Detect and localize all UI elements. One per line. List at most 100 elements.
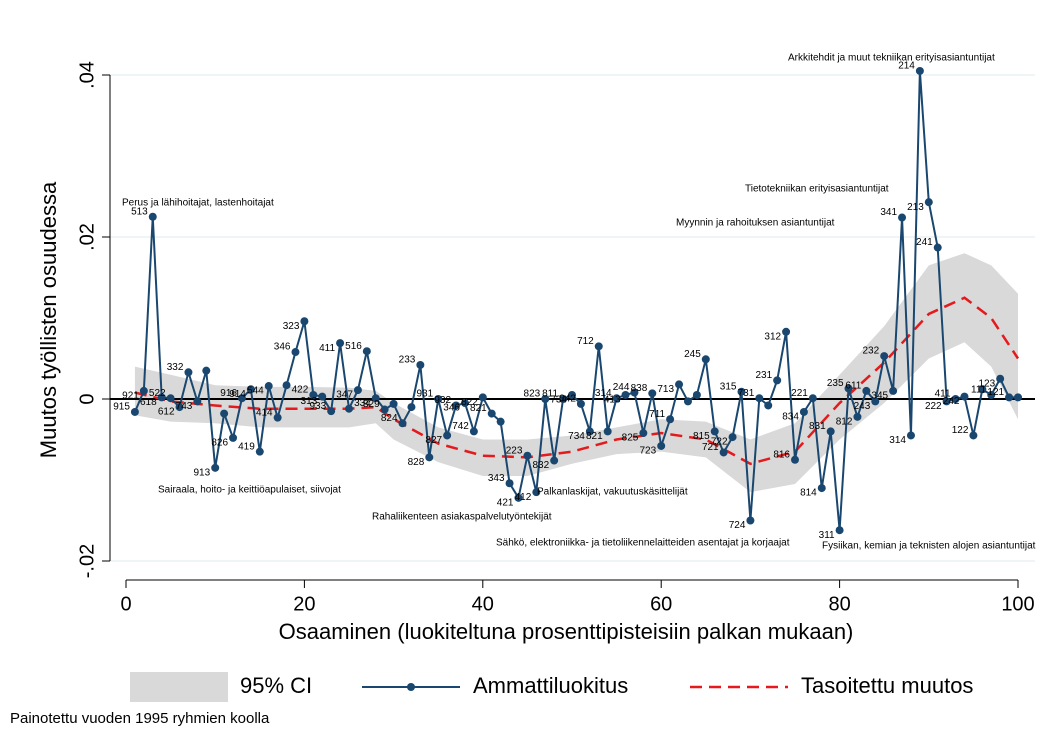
data-point	[273, 413, 282, 422]
data-point	[532, 488, 541, 497]
point-label: 734	[568, 431, 585, 442]
point-label: 323	[283, 321, 300, 332]
point-label: 834	[782, 412, 799, 423]
data-point	[915, 66, 924, 75]
point-label: 213	[907, 202, 924, 213]
y-axis-label: Muutos työllisten osuudessa	[36, 181, 61, 458]
data-point	[782, 327, 791, 336]
point-label: 245	[684, 349, 701, 360]
data-point	[452, 401, 461, 410]
point-label: 313	[301, 396, 318, 407]
data-point	[692, 390, 701, 399]
annotation: Myynnin ja rahoituksen asiantuntijat	[676, 218, 835, 229]
point-label: 816	[773, 449, 790, 460]
data-point	[576, 399, 585, 408]
point-label: 243	[854, 401, 871, 412]
data-point	[282, 381, 291, 390]
data-point	[719, 448, 728, 457]
data-point	[425, 453, 434, 462]
x-axis-label: Osaaminen (luokiteltuna prosenttipisteis…	[279, 619, 854, 644]
data-point	[291, 348, 300, 357]
point-label: 838	[631, 383, 648, 394]
data-point	[924, 198, 933, 207]
data-point	[255, 447, 264, 456]
point-label: 341	[880, 207, 897, 218]
data-point	[353, 386, 362, 395]
point-label: 828	[408, 457, 425, 468]
data-point	[327, 407, 336, 416]
data-point	[951, 395, 960, 403]
data-point	[621, 390, 630, 399]
point-label: 916	[220, 388, 237, 399]
point-label: 544	[247, 386, 264, 397]
point-label: 513	[131, 206, 148, 217]
data-point	[460, 399, 469, 408]
point-label: 933	[309, 401, 326, 412]
point-label: 412	[515, 492, 532, 503]
point-label: 931	[417, 389, 434, 400]
point-label: 334	[354, 398, 371, 409]
data-point	[844, 384, 853, 393]
point-label: 315	[720, 381, 737, 392]
data-point	[220, 409, 229, 418]
data-point	[808, 394, 817, 403]
point-label: 731	[738, 388, 755, 399]
point-label: 516	[345, 341, 362, 352]
point-label: 832	[532, 460, 549, 471]
data-point	[336, 339, 345, 348]
x-tick-label: 20	[293, 593, 315, 615]
data-point	[728, 433, 737, 442]
data-point	[246, 385, 255, 394]
data-point	[710, 427, 719, 436]
data-point	[764, 401, 773, 410]
point-label: 826	[211, 438, 228, 449]
data-point	[906, 431, 915, 440]
point-label: 822	[461, 397, 478, 408]
data-point	[478, 393, 487, 402]
smoothed-line	[134, 296, 1020, 466]
data-point	[237, 394, 246, 403]
data-point	[960, 392, 969, 401]
data-point	[398, 419, 407, 428]
data-point	[193, 397, 202, 406]
data-point	[585, 427, 594, 436]
point-label: 823	[524, 389, 541, 400]
y-tick-label: -.02	[76, 544, 98, 578]
x-tick-label: 60	[650, 593, 672, 615]
annotation: Palkanlaskijat, vakuutuskäsittelijät	[537, 487, 688, 498]
point-label: 111	[971, 385, 987, 396]
point-label: 221	[791, 388, 808, 399]
point-label: 346	[443, 403, 460, 414]
data-point	[639, 429, 648, 438]
data-point	[139, 386, 148, 395]
point-label: 345	[871, 391, 888, 402]
point-label: 723	[640, 446, 657, 457]
data-point	[889, 386, 898, 395]
data-point	[318, 392, 327, 401]
data-point	[469, 427, 478, 436]
annotation: Tietotekniikan erityisasiantuntijat	[745, 184, 889, 195]
footnote: Painotettu vuoden 1995 ryhmien koolla	[10, 710, 270, 727]
y-tick-label: .04	[76, 61, 98, 89]
data-point	[630, 388, 639, 397]
point-label: 242	[943, 396, 960, 407]
data-point	[202, 366, 211, 375]
point-label: 932	[434, 395, 451, 406]
data-point	[1005, 393, 1014, 402]
data-point	[826, 427, 835, 436]
data-point	[380, 405, 389, 414]
data-point	[505, 479, 514, 488]
data-point	[568, 390, 576, 399]
data-point	[229, 433, 238, 442]
point-label: 346	[274, 342, 291, 353]
data-point	[862, 386, 871, 395]
data-point	[175, 403, 184, 412]
point-label: 611	[845, 381, 861, 392]
data-point	[746, 516, 755, 525]
data-point	[550, 456, 559, 465]
data-point	[969, 431, 978, 440]
data-point	[157, 393, 166, 402]
data-point	[211, 463, 220, 472]
point-label: 342	[559, 394, 576, 405]
